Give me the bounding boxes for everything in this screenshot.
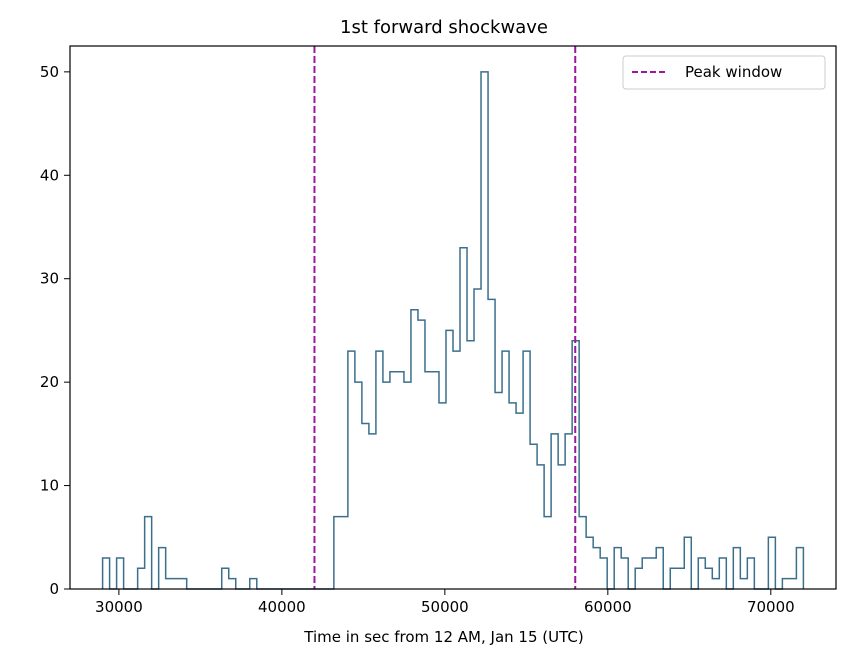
x-tick-label: 70000 bbox=[747, 598, 795, 616]
y-tick-label: 20 bbox=[40, 373, 59, 391]
y-tick-label: 50 bbox=[40, 63, 59, 81]
chart-title: 1st forward shockwave bbox=[340, 17, 548, 38]
y-tick-label: 0 bbox=[49, 580, 59, 598]
legend-box bbox=[622, 55, 826, 90]
x-tick-label: 50000 bbox=[421, 598, 469, 616]
x-tick-label: 60000 bbox=[584, 598, 632, 616]
x-axis-label: Time in sec from 12 AM, Jan 15 (UTC) bbox=[303, 628, 583, 646]
legend: Peak window bbox=[622, 55, 826, 90]
x-tick-label: 30000 bbox=[95, 598, 143, 616]
plot-frame bbox=[69, 45, 837, 590]
y-tick-label: 30 bbox=[40, 270, 59, 288]
axes: 30000 40000 50000 60000 70000 0 10 20 30 40 50 bbox=[40, 45, 837, 616]
y-tick-label: 10 bbox=[40, 477, 59, 495]
y-tick-label: 40 bbox=[40, 166, 59, 184]
x-tick-label: 40000 bbox=[258, 598, 306, 616]
legend-peak-window-label: Peak window bbox=[685, 63, 782, 81]
